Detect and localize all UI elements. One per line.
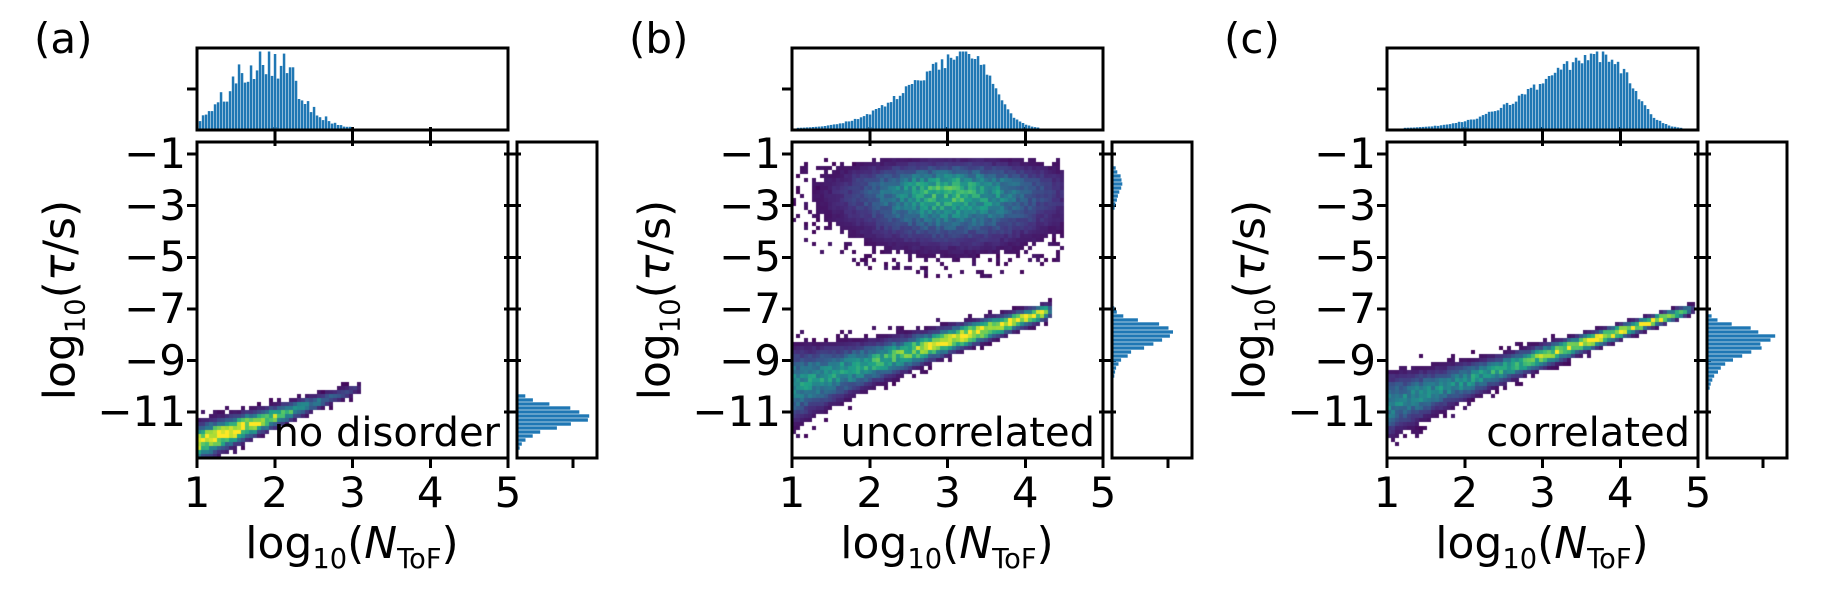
x-tick-label: 2: [856, 468, 884, 517]
panel-label-c: (c): [1224, 14, 1280, 63]
x-tick-label: 3: [934, 468, 961, 517]
density-heatmap: [1387, 142, 1698, 458]
annotation: no disorder: [273, 410, 500, 456]
xlabel-func-sub: 10: [1502, 543, 1538, 575]
y-tick-label: −9: [1314, 335, 1376, 385]
axes-frame: [187, 46, 599, 468]
y-tick-label: −7: [1314, 283, 1376, 333]
y-tick-label: −5: [719, 232, 781, 282]
axes-frame: [1377, 46, 1789, 468]
y-tick-label: −3: [124, 180, 186, 230]
x-tick-label: 2: [1451, 468, 1479, 517]
x-tick-label: 3: [339, 468, 366, 517]
xlabel-var-sub: ToF: [992, 543, 1037, 575]
x-tick-label: 2: [261, 468, 289, 517]
xlabel-close: ): [441, 518, 459, 569]
y-tick-label: −9: [719, 335, 781, 385]
y-tick-label: −5: [1314, 232, 1376, 282]
x-tick-label: 5: [1089, 468, 1117, 517]
x-tick-label: 4: [1011, 468, 1039, 517]
xlabel-func-sub: 10: [907, 543, 943, 575]
x-tick-label: 5: [1684, 468, 1712, 517]
xlabel-var-sub: ToF: [397, 543, 442, 575]
y-tick-label: −11: [1287, 387, 1376, 437]
xlabel-func: log: [840, 518, 908, 569]
y-tick-label: −1: [124, 129, 186, 179]
panel-label-b: (b): [629, 14, 689, 63]
y-tick-label: −5: [124, 232, 186, 282]
y-tick-label: −7: [124, 283, 186, 333]
xlabel-close: ): [1036, 518, 1054, 569]
y-tick-label: −3: [1314, 180, 1376, 230]
xlabel-var-sub: ToF: [1587, 543, 1632, 575]
x-axis-label: log10(NToF): [840, 518, 1053, 575]
y-tick-label: −7: [719, 283, 781, 333]
xlabel-func-sub: 10: [312, 543, 348, 575]
x-tick-label: 5: [494, 468, 522, 517]
annotation: correlated: [1486, 410, 1690, 456]
x-tick-label: 1: [1373, 468, 1401, 517]
y-tick-label: −9: [124, 335, 186, 385]
density-heatmap: [197, 142, 508, 458]
y-tick-label: −1: [1314, 129, 1376, 179]
annotation: uncorrelated: [840, 410, 1095, 456]
xlabel-var: N: [959, 518, 993, 569]
xlabel-var: N: [364, 518, 398, 569]
x-tick-label: 4: [416, 468, 444, 517]
xlabel-var: N: [1554, 518, 1588, 569]
y-tick-label: −1: [719, 129, 781, 179]
xlabel-open: (: [942, 518, 960, 569]
y-tick-label: −11: [97, 387, 186, 437]
x-tick-label: 3: [1529, 468, 1556, 517]
y-tick-label: −3: [719, 180, 781, 230]
xlabel-func: log: [1435, 518, 1503, 569]
x-tick-label: 1: [183, 468, 211, 517]
xlabel-close: ): [1631, 518, 1649, 569]
x-axis-label: log10(NToF): [245, 518, 458, 575]
xlabel-open: (: [1537, 518, 1555, 569]
density-heatmap: [792, 142, 1103, 458]
x-tick-label: 4: [1606, 468, 1634, 517]
panel-label-a: (a): [34, 14, 93, 63]
xlabel-open: (: [347, 518, 365, 569]
y-tick-label: −11: [692, 387, 781, 437]
x-axis-label: log10(NToF): [1435, 518, 1648, 575]
xlabel-func: log: [245, 518, 313, 569]
axes-frame: [782, 46, 1194, 468]
x-tick-label: 1: [778, 468, 806, 517]
